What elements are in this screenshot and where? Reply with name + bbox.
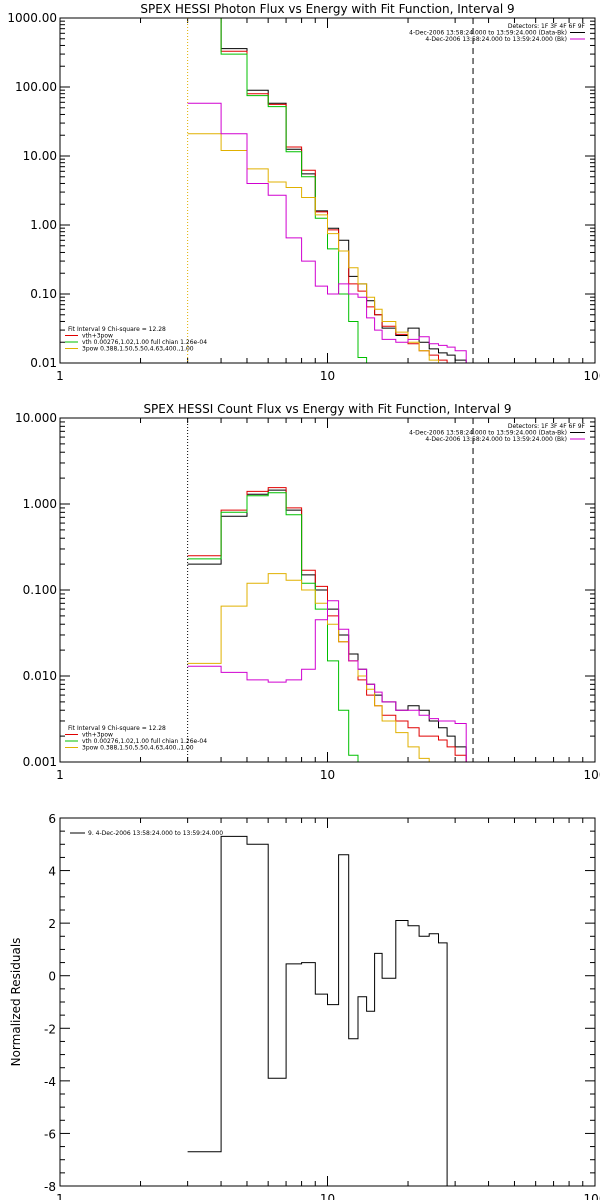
- x-tick-label: 10: [320, 768, 335, 782]
- x-tick-label: 100: [584, 369, 600, 383]
- legend-left-entry: vth+3pow: [82, 732, 113, 739]
- x-tick-label: 1: [56, 369, 64, 383]
- x-tick-label: 1: [56, 768, 64, 782]
- series-line-3pow: [187, 133, 448, 363]
- x-tick-label: 10: [320, 369, 335, 383]
- y-tick-label: 2: [48, 917, 56, 931]
- chart-panel-3: Normalized Residuals 1 10 100 -8 -6 -4 -2 0 2 4 6 9.…: [9, 812, 600, 1200]
- legend-left-entry: vth 0.00276,1.02,1.00 full chian 1.26e-0…: [82, 738, 207, 745]
- x-tick-label: 10: [320, 1192, 335, 1200]
- legend-right-entry: 4-Dec-2006 13:58:24.000 to 13:59:24.000 …: [425, 436, 567, 443]
- series-line-data-bk: [187, 18, 467, 363]
- y-tick-label: 0.001: [23, 755, 57, 769]
- legend-left-entry: vth 0.00276,1.02,1.00 full chian 1.26e-0…: [82, 339, 207, 346]
- legend-right-entry: 4-Dec-2006 13:58:24.000 to 13:59:24.000 …: [409, 430, 567, 437]
- legend-left-entry: vth+3pow: [82, 333, 113, 340]
- y-tick-label: 4: [48, 865, 56, 879]
- y-tick-label: 10.000: [15, 411, 57, 425]
- y-tick-label: 0.010: [23, 669, 57, 683]
- legend-right-entry: 4-Dec-2006 13:58:24.000 to 13:59:24.000 …: [425, 36, 567, 43]
- x-tick-label: 100: [584, 768, 600, 782]
- plot-frame: [59, 17, 596, 364]
- y-tick-label: -4: [44, 1075, 56, 1089]
- series-group: [187, 835, 456, 1186]
- y-tick-label: 1000.00: [7, 11, 57, 25]
- y-tick-label: 0.100: [23, 583, 57, 597]
- series-line-3pow: [187, 573, 439, 762]
- y-tick-label: 6: [48, 812, 56, 826]
- y-tick-label: -2: [44, 1022, 56, 1036]
- series-line-data-bk: [187, 489, 467, 762]
- series-line-vth-3pow: [187, 18, 467, 363]
- legend-left-entry: 3pow 0.388,1.50,5.50,4.63,400.,1.00: [82, 745, 194, 752]
- y-tick-label: 0.10: [30, 287, 57, 301]
- legend-left-entry: Fit Interval 9 Chi-square = 12.28: [68, 326, 166, 333]
- series-line-residuals: [187, 835, 456, 1186]
- x-tick-label: 1: [56, 1192, 64, 1200]
- plot-frame: [59, 417, 596, 763]
- plot-frame: [59, 817, 596, 1187]
- series-line-vth: [187, 18, 375, 363]
- y-tick-label: 1.000: [23, 497, 57, 511]
- chart-panel-1: SPEX HESSI Photon Flux vs Energy with Fi…: [7, 2, 600, 383]
- chart-panel-2: SPEX HESSI Count Flux vs Energy with Fit…: [15, 402, 600, 782]
- y-tick-label: -8: [44, 1180, 56, 1194]
- y-tick-label: 100.00: [15, 80, 57, 94]
- legend-right-entry: Detectors: 1F 3F 4F 6F 9F: [508, 23, 586, 30]
- x-tick-label: 100: [584, 1192, 600, 1200]
- series-line-bk: [187, 600, 467, 762]
- legend-right-entry: 4-Dec-2006 13:58:24.000 to 13:59:24.000 …: [409, 30, 567, 37]
- legend-left-entry: 9. 4-Dec-2006 13:58:24.000 to 13:59:24.0…: [88, 830, 223, 837]
- series-group: [187, 487, 467, 762]
- chart-title: SPEX HESSI Photon Flux vs Energy with Fi…: [140, 2, 514, 16]
- series-line-vth-3pow: [187, 487, 467, 762]
- y-tick-label: 0: [48, 970, 56, 984]
- series-line-vth: [187, 492, 367, 762]
- y-axis-label: Normalized Residuals: [9, 938, 23, 1067]
- legend-left-entry: 3pow 0.388,1.50,5.50,4.63,400.,1.00: [82, 346, 194, 353]
- series-line-bk: [187, 102, 467, 363]
- legend-left-entry: Fit Interval 9 Chi-square = 12.28: [68, 725, 166, 732]
- y-tick-label: 10.00: [23, 149, 57, 163]
- y-tick-label: -6: [44, 1127, 56, 1141]
- y-tick-label: 1.00: [30, 218, 57, 232]
- series-group: [187, 18, 467, 363]
- y-tick-label: 0.01: [30, 356, 57, 370]
- chart-title: SPEX HESSI Count Flux vs Energy with Fit…: [143, 402, 511, 416]
- legend-right-entry: Detectors: 1F 3F 4F 6F 9F: [508, 423, 586, 430]
